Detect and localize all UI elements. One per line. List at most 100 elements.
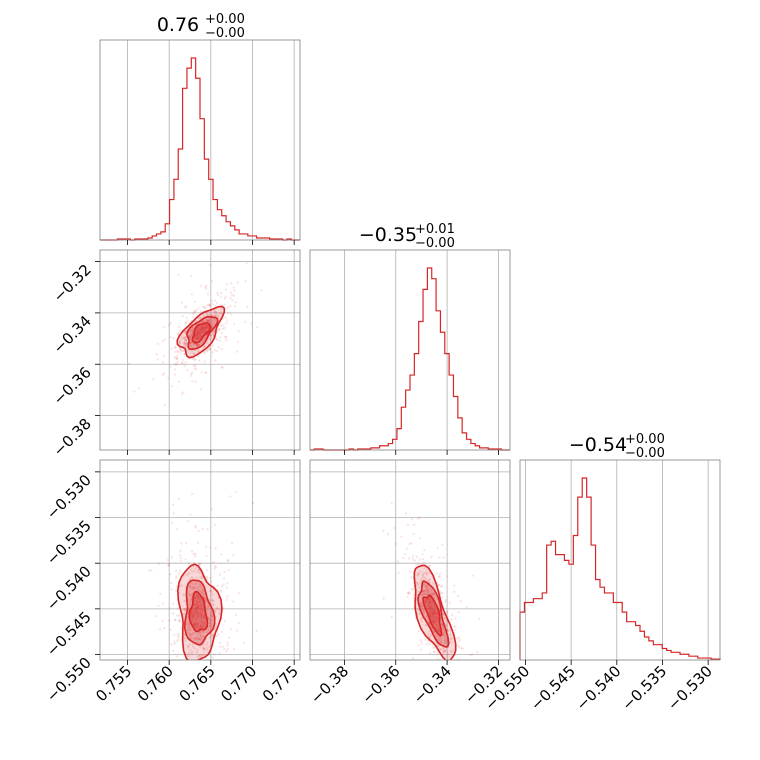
scatter-point [192, 357, 195, 361]
scatter-point [189, 351, 192, 354]
scatter-point [442, 612, 445, 616]
scatter-point [177, 380, 181, 383]
scatter-point [448, 727, 450, 729]
scatter-point [188, 335, 192, 339]
scatter-point [209, 333, 212, 337]
scatter-point [421, 558, 425, 561]
scatter-point [190, 341, 193, 345]
scatter-point [198, 332, 201, 335]
scatter-point [442, 648, 445, 652]
scatter-point [192, 608, 196, 612]
scatter-point [196, 541, 200, 544]
scatter-point [426, 573, 429, 576]
scatter-point [202, 646, 205, 650]
scatter-point [161, 373, 165, 377]
scatter-point [442, 628, 445, 632]
scatter-point [196, 585, 199, 588]
scatter-point [197, 654, 200, 657]
y-tick-label: −0.530 [43, 471, 95, 523]
scatter-point [213, 299, 217, 302]
scatter-point [194, 380, 197, 383]
scatter-point [460, 682, 462, 684]
scatter-point [203, 326, 207, 330]
scatter-point [168, 563, 171, 567]
scatter-point [196, 615, 200, 619]
scatter-point [183, 599, 186, 603]
scatter-point [205, 643, 208, 646]
scatter-point [178, 347, 181, 350]
scatter-point [175, 354, 179, 357]
scatter-point [196, 605, 200, 609]
scatter-point [213, 319, 216, 322]
scatter-point [191, 330, 194, 333]
scatter-point [193, 342, 196, 346]
scatter-point [197, 529, 200, 533]
scatter-point [193, 637, 196, 641]
scatter-point [195, 605, 198, 608]
scatter-point [183, 352, 186, 356]
scatter-point [181, 358, 184, 362]
scatter-point [199, 613, 202, 617]
scatter-point [204, 287, 208, 290]
scatter-point [408, 557, 411, 560]
scatter-point [425, 569, 429, 572]
scatter-point [187, 667, 189, 669]
scatter-point [422, 610, 426, 614]
scatter-point [196, 613, 199, 616]
scatter-point [194, 334, 198, 338]
scatter-point [196, 614, 200, 617]
scatter-point [182, 341, 186, 344]
scatter-point [202, 320, 205, 324]
scatter-point [454, 617, 457, 620]
scatter-point [189, 594, 192, 597]
scatter-point [410, 542, 413, 545]
scatter-point [203, 647, 206, 650]
scatter-point [197, 622, 200, 625]
scatter-point [234, 301, 237, 304]
scatter-point [432, 603, 436, 606]
scatter-point [201, 321, 204, 324]
scatter-point [446, 653, 449, 656]
scatter-point [421, 590, 425, 593]
scatter-point [211, 325, 214, 329]
scatter-point [406, 595, 409, 598]
scatter-point [428, 611, 432, 614]
scatter-point [429, 610, 432, 614]
scatter-point [414, 563, 418, 567]
scatter-point [171, 503, 175, 506]
scatter-point [440, 585, 443, 588]
scatter-point [453, 584, 456, 587]
scatter-point [204, 331, 207, 334]
scatter-point [237, 591, 241, 595]
scatter-point [211, 330, 214, 334]
panel-content [381, 501, 481, 729]
scatter-point [432, 592, 435, 596]
scatter-point [441, 543, 444, 547]
scatter-point [209, 337, 212, 341]
scatter-point [170, 588, 173, 591]
scatter-point [201, 604, 204, 607]
scatter-point [197, 349, 201, 353]
scatter-point [198, 632, 201, 635]
scatter-point [150, 569, 153, 572]
scatter-point [209, 625, 212, 629]
scatter-point [162, 354, 166, 357]
scatter-point [196, 625, 199, 628]
scatter-point [211, 656, 215, 659]
scatter-point [192, 613, 195, 616]
scatter-point [176, 360, 179, 363]
scatter-point [184, 344, 188, 348]
scatter-point [432, 611, 436, 614]
scatter-point [200, 325, 203, 329]
scatter-point [429, 651, 432, 655]
scatter-point [205, 327, 208, 330]
scatter-point [195, 600, 199, 604]
scatter-point [195, 612, 199, 616]
x-tick-label: −0.545 [527, 662, 579, 714]
scatter-point [196, 337, 200, 340]
scatter-point [201, 326, 205, 329]
scatter-point [195, 337, 198, 340]
scatter-point [212, 603, 215, 606]
y-tick-label: −0.550 [43, 654, 95, 706]
scatter-point [203, 616, 207, 619]
